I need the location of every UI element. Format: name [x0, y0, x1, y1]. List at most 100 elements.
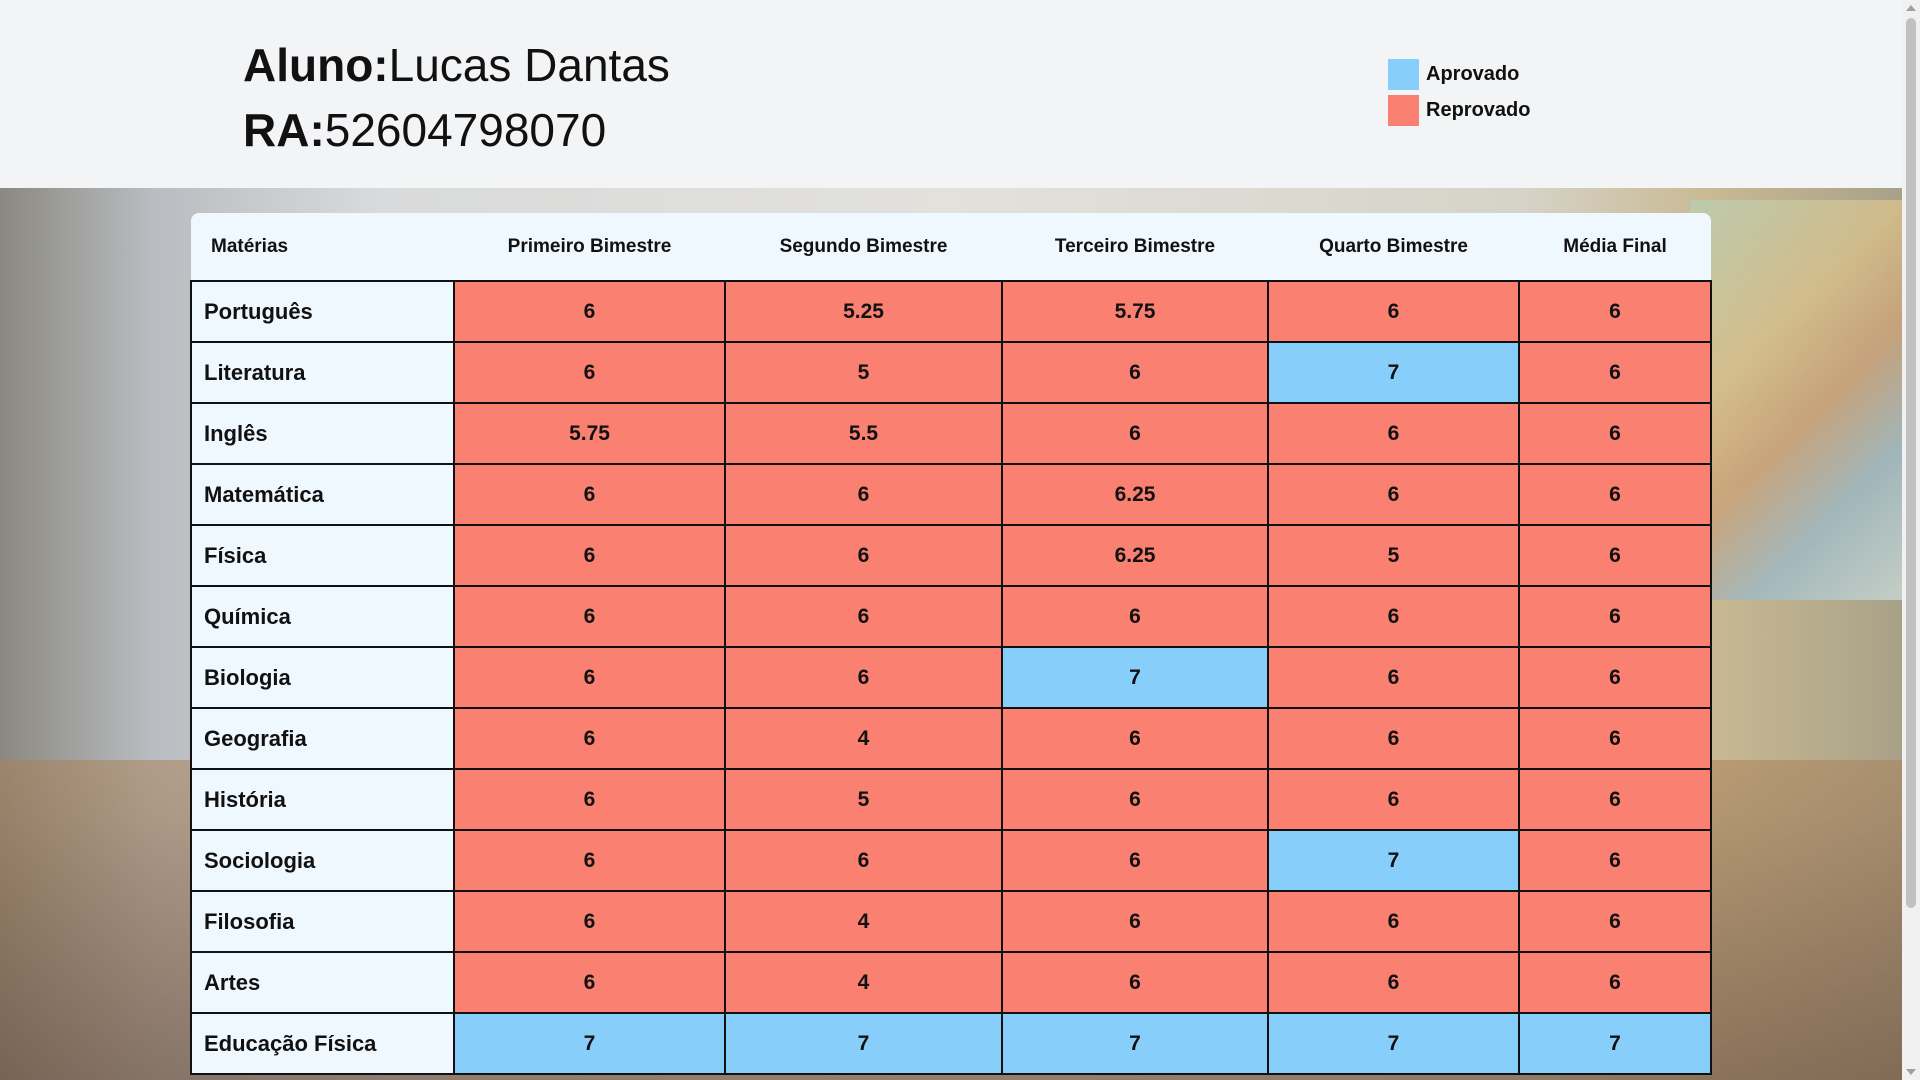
student-ra: 52604798070	[324, 104, 607, 156]
student-ra-label: RA:	[243, 104, 325, 156]
legend-item-failed: Reprovado	[1388, 95, 1530, 126]
scrollbar-thumb[interactable]	[1906, 18, 1916, 908]
grade-cell: 5.5	[724, 402, 1003, 465]
grade-cell: 6.25	[1001, 524, 1269, 587]
grade-cell: 6	[724, 585, 1003, 648]
grades-table-container: Matérias Primeiro Bimestre Segundo Bimes…	[190, 213, 1712, 1075]
approved-swatch	[1388, 59, 1419, 90]
subject-cell: Educação Física	[190, 1012, 455, 1075]
grade-cell: 6	[1518, 951, 1712, 1014]
grade-cell: 6	[1518, 341, 1712, 404]
subject-cell: Português	[190, 280, 455, 343]
subject-cell: Física	[190, 524, 455, 587]
table-row: Português 6 5.25 5.75 6 6	[190, 280, 1712, 343]
vertical-scrollbar[interactable]	[1902, 0, 1920, 1080]
grade-cell: 6	[453, 829, 726, 892]
grade-cell: 6	[1001, 585, 1269, 648]
table-row: Química 6 6 6 6 6	[190, 585, 1712, 648]
grade-cell: 6	[1267, 463, 1520, 526]
header-first-bimester: Primeiro Bimestre	[454, 213, 725, 281]
grade-cell: 6	[1267, 585, 1520, 648]
grade-cell: 6	[1518, 585, 1712, 648]
grade-cell: 6	[453, 341, 726, 404]
grade-cell: 6	[1518, 768, 1712, 831]
legend-approved-label: Aprovado	[1426, 63, 1520, 85]
grade-cell: 4	[724, 951, 1003, 1014]
grade-cell: 6	[1001, 707, 1269, 770]
table-row: História 6 5 6 6 6	[190, 768, 1712, 831]
legend-failed-label: Reprovado	[1426, 99, 1531, 121]
student-name-line: Aluno:Lucas Dantas	[243, 33, 670, 98]
table-row: Sociologia 6 6 6 7 6	[190, 829, 1712, 892]
grade-cell: 6	[1267, 707, 1520, 770]
grades-table-body: Português 6 5.25 5.75 6 6 Literatura 6 5 6 7 6 Inglê…	[190, 280, 1712, 1075]
grade-cell: 7	[1267, 341, 1520, 404]
grade-cell: 6	[453, 463, 726, 526]
grade-cell: 6	[453, 951, 726, 1014]
grade-cell: 7	[453, 1012, 726, 1075]
failed-swatch	[1388, 95, 1419, 126]
grade-cell: 5.25	[724, 280, 1003, 343]
table-row: Literatura 6 5 6 7 6	[190, 341, 1712, 404]
grade-cell: 6	[1518, 707, 1712, 770]
table-row: Educação Física 7 7 7 7 7	[190, 1012, 1712, 1075]
subject-cell: Sociologia	[190, 829, 455, 892]
grade-cell: 6	[453, 890, 726, 953]
grade-cell: 5	[724, 341, 1003, 404]
table-row: Filosofia 6 4 6 6 6	[190, 890, 1712, 953]
subject-cell: Química	[190, 585, 455, 648]
grade-cell: 6	[1267, 280, 1520, 343]
subject-cell: Inglês	[190, 402, 455, 465]
header-second-bimester: Segundo Bimestre	[725, 213, 1002, 281]
legend: Aprovado Reprovado	[1388, 59, 1530, 131]
grade-cell: 7	[1267, 829, 1520, 892]
grade-cell: 6	[1001, 341, 1269, 404]
grade-cell: 6	[1001, 402, 1269, 465]
header-final-average: Média Final	[1519, 213, 1711, 281]
grade-cell: 6	[1001, 829, 1269, 892]
header: Aluno:Lucas Dantas RA:52604798070 Aprova…	[0, 0, 1902, 188]
grade-cell: 5	[724, 768, 1003, 831]
subject-cell: Literatura	[190, 341, 455, 404]
grade-cell: 6	[724, 646, 1003, 709]
grade-cell: 6	[1518, 402, 1712, 465]
grade-cell: 6	[1518, 829, 1712, 892]
subject-cell: Filosofia	[190, 890, 455, 953]
student-name: Lucas Dantas	[388, 39, 670, 91]
subject-cell: Biologia	[190, 646, 455, 709]
table-row: Matemática 6 6 6.25 6 6	[190, 463, 1712, 526]
student-name-label: Aluno:	[243, 39, 389, 91]
scroll-down-arrow-icon[interactable]	[1906, 1069, 1916, 1075]
grade-cell: 6	[1267, 402, 1520, 465]
scroll-up-arrow-icon[interactable]	[1906, 5, 1916, 11]
grade-cell: 7	[1518, 1012, 1712, 1075]
grade-cell: 6	[453, 646, 726, 709]
grades-table: Matérias Primeiro Bimestre Segundo Bimes…	[190, 213, 1712, 1075]
grade-cell: 6.25	[1001, 463, 1269, 526]
table-row: Artes 6 4 6 6 6	[190, 951, 1712, 1014]
grade-cell: 6	[1518, 463, 1712, 526]
subject-cell: Geografia	[190, 707, 455, 770]
table-header-row: Matérias Primeiro Bimestre Segundo Bimes…	[191, 213, 1711, 281]
wall-map-image	[1690, 200, 1902, 600]
subject-cell: Artes	[190, 951, 455, 1014]
grade-cell: 5	[1267, 524, 1520, 587]
grade-cell: 7	[1001, 1012, 1269, 1075]
grade-cell: 6	[724, 524, 1003, 587]
grade-cell: 6	[1518, 646, 1712, 709]
grade-cell: 4	[724, 890, 1003, 953]
legend-item-approved: Aprovado	[1388, 59, 1530, 90]
header-third-bimester: Terceiro Bimestre	[1002, 213, 1268, 281]
grade-cell: 6	[1267, 646, 1520, 709]
grade-cell: 7	[1001, 646, 1269, 709]
grade-cell: 6	[1267, 768, 1520, 831]
grade-cell: 6	[724, 463, 1003, 526]
grade-cell: 7	[1267, 1012, 1520, 1075]
subject-cell: Matemática	[190, 463, 455, 526]
table-row: Biologia 6 6 7 6 6	[190, 646, 1712, 709]
grade-cell: 6	[1001, 768, 1269, 831]
student-ra-line: RA:52604798070	[243, 98, 670, 163]
header-subjects: Matérias	[191, 213, 454, 281]
subject-cell: História	[190, 768, 455, 831]
